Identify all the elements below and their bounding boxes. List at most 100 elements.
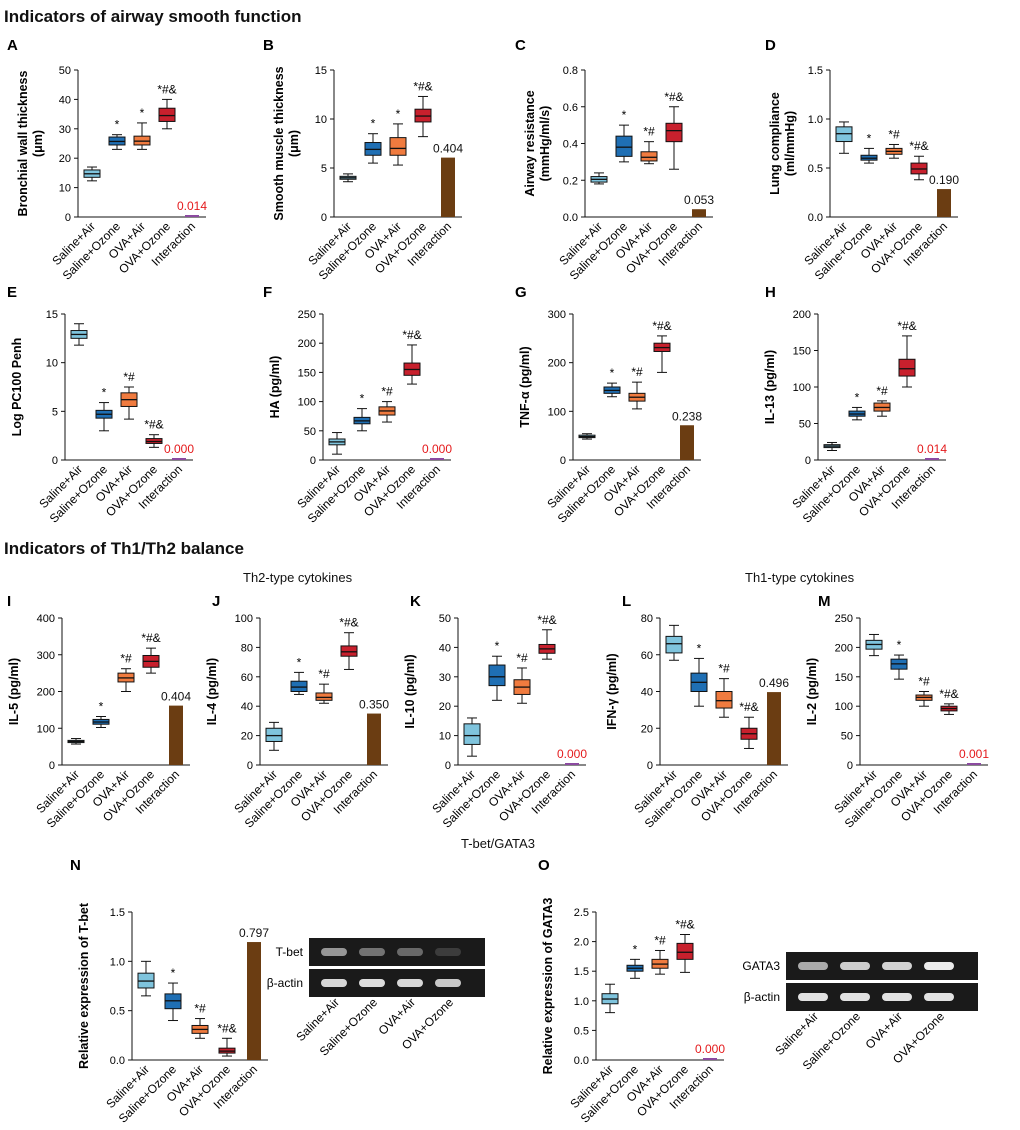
- chart-panel-C: C 0.0 0.2 0.4 0.6 0.8 Airway resistance (mmHg/m…: [515, 37, 714, 283]
- y-tick-label: 30: [439, 672, 451, 684]
- y-tick-label: 150: [835, 672, 853, 684]
- box-Saline+Ozone: [290, 680, 308, 693]
- y-tick-label: 5: [321, 163, 327, 175]
- chart-panel-A: A 0 10 20 30 40 50 Bronchial wall thickness (μm)…: [7, 37, 207, 283]
- interaction-p-value: 0.350: [359, 698, 389, 712]
- y-tick-label: 0: [321, 212, 327, 224]
- y-tick-label: 10: [439, 731, 451, 743]
- significance-mark: *#&: [157, 82, 176, 96]
- panel-letter: D: [765, 37, 776, 54]
- interaction-p-value: 0.238: [672, 409, 702, 423]
- significance-mark: *#: [120, 652, 132, 666]
- significance-mark: *#&: [413, 79, 432, 93]
- y-axis-label: Bronchial wall thickness: [16, 71, 30, 217]
- significance-mark: *: [371, 117, 376, 131]
- y-tick-label: 0: [52, 455, 58, 467]
- significance-mark: *#&: [909, 139, 928, 153]
- y-tick-label: 200: [793, 309, 811, 321]
- gata3-band: [924, 962, 954, 970]
- y-tick-label: 50: [799, 419, 811, 431]
- y-tick-label: 250: [298, 309, 316, 321]
- gata3-band: [882, 962, 912, 970]
- y-tick-label: 0: [647, 760, 653, 772]
- y-axis-label: IL-4 (pg/ml): [205, 658, 219, 725]
- y-axis-label: IL-5 (pg/ml): [7, 658, 21, 725]
- y-tick-label: 400: [37, 613, 55, 625]
- significance-mark: *#&: [664, 90, 683, 104]
- interaction-bar: [692, 209, 706, 217]
- y-tick-label: 200: [298, 338, 316, 350]
- gata3-band: [840, 993, 870, 1001]
- y-tick-label: 0: [560, 455, 566, 467]
- interaction-p-value: 0.404: [161, 690, 191, 704]
- y-tick-label: 20: [59, 153, 71, 165]
- significance-mark: *#: [194, 1002, 206, 1016]
- panel-letter: G: [515, 284, 527, 301]
- y-tick-label: 100: [37, 723, 55, 735]
- interaction-p-value: 0.000: [422, 442, 452, 456]
- y-tick-label: 40: [241, 701, 253, 713]
- significance-mark: *#&: [217, 1021, 236, 1035]
- y-tick-label: 100: [235, 613, 253, 625]
- y-tick-label: 200: [548, 358, 566, 370]
- interaction-bar: [937, 189, 951, 217]
- interaction-bar: [767, 692, 781, 765]
- y-tick-label: 100: [548, 406, 566, 418]
- significance-mark: *#: [123, 370, 135, 384]
- y-tick-label: 1.5: [808, 65, 823, 77]
- y-tick-label: 300: [548, 309, 566, 321]
- tbet-band: [435, 979, 461, 987]
- significance-mark: *#: [318, 667, 330, 681]
- y-tick-label: 0: [247, 760, 253, 772]
- y-tick-label: 40: [439, 642, 451, 654]
- significance-mark: *: [867, 131, 872, 145]
- significance-mark: *: [697, 641, 702, 655]
- box-Saline+Ozone: [488, 664, 506, 687]
- y-axis-label: Lung compliance: [768, 92, 782, 195]
- significance-mark: *: [171, 966, 176, 980]
- y-tick-label: 2.0: [574, 937, 589, 949]
- interaction-p-value: 0.404: [433, 142, 463, 156]
- y-axis-label: (mmHg/ml/s): [538, 106, 552, 182]
- panel-letter: C: [515, 37, 526, 54]
- panel-letter: A: [7, 37, 18, 54]
- tbet-row-label: β-actin: [267, 976, 303, 990]
- y-tick-label: 200: [835, 642, 853, 654]
- y-axis-label: IL-10 (pg/ml): [403, 654, 417, 728]
- panel-letter: N: [70, 857, 81, 874]
- y-tick-label: 1.0: [110, 956, 125, 968]
- interaction-p-value: 0.797: [239, 926, 269, 940]
- tbet-band: [397, 948, 423, 956]
- box-Saline+Ozone: [615, 135, 633, 157]
- y-tick-label: 60: [641, 650, 653, 662]
- y-tick-label: 40: [641, 687, 653, 699]
- interaction-p-value: 0.001: [959, 747, 989, 761]
- box-OVA+Air: [389, 137, 407, 156]
- significance-mark: *#: [631, 365, 643, 379]
- interaction-p-value: 0.014: [177, 199, 207, 213]
- y-tick-label: 100: [793, 382, 811, 394]
- significance-mark: *#: [516, 651, 528, 665]
- y-tick-label: 50: [439, 613, 451, 625]
- significance-mark: *#&: [897, 319, 916, 333]
- y-tick-label: 150: [793, 346, 811, 358]
- significance-mark: *#: [888, 127, 900, 141]
- significance-mark: *: [610, 366, 615, 380]
- significance-mark: *: [622, 108, 627, 122]
- chart-panel-D: D 0.0 0.5 1.0 1.5 Lung compliance (ml/mmHg) * *#…: [765, 37, 959, 283]
- tbet-row-label: T-bet: [276, 945, 304, 959]
- y-tick-label: 150: [298, 367, 316, 379]
- y-tick-label: 2.5: [574, 907, 589, 919]
- gata3-row-label: β-actin: [744, 990, 780, 1004]
- section-title-airway: Indicators of airway smooth function: [4, 7, 302, 26]
- tbet-band: [397, 979, 423, 987]
- y-tick-label: 20: [439, 701, 451, 713]
- interaction-p-value: 0.000: [164, 442, 194, 456]
- y-tick-label: 0.4: [563, 139, 578, 151]
- y-tick-label: 0: [805, 455, 811, 467]
- section-title-th1-th2: Indicators of Th1/Th2 balance: [4, 539, 244, 558]
